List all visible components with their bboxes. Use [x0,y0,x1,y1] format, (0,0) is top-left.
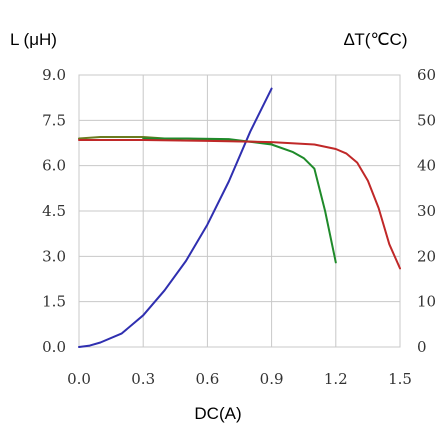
left-y-tick-label: 3.0 [42,247,66,265]
x-tick-label: 0.6 [195,370,219,388]
x-axis-label: DC(A) [194,404,241,423]
plot-grid [78,74,401,348]
plot-frame [78,74,401,348]
left-y-tick-label: 1.5 [42,293,66,311]
right-y-tick-label: 20 [417,247,436,265]
right-y-tick-label: 60 [417,66,436,84]
left-y-tick-label: 4.5 [42,202,66,220]
right-y-tick-label: 40 [417,157,436,175]
right-y-tick-label: 30 [417,202,436,220]
tick-labels: 0.0 0.3 0.6 0.9 1.2 1.5 0.0 1.5 3.0 4.5 6.0 7.5 9.0 0… [42,66,436,388]
x-tick-label: 0.9 [260,370,284,388]
series-line-4 [78,139,401,270]
right-y-tick-label: 0 [417,338,427,356]
right-axis-label: ∆T(℃C) [344,30,407,49]
x-tick-label: 0.3 [131,370,155,388]
left-y-tick-label: 0.0 [42,338,66,356]
x-tick-label: 1.2 [324,370,348,388]
left-y-tick-label: 7.5 [42,111,66,129]
series-line-1 [78,87,273,348]
series-line-3 [142,137,337,264]
left-y-tick-label: 6.0 [42,157,66,175]
left-axis-label: L (μH) [10,30,57,49]
left-y-tick-label: 9.0 [42,66,66,84]
series-layer [78,87,401,348]
x-tick-label: 0.0 [67,370,91,388]
x-tick-label: 1.5 [388,370,412,388]
right-y-tick-label: 10 [417,293,436,311]
right-y-tick-label: 50 [417,111,436,129]
